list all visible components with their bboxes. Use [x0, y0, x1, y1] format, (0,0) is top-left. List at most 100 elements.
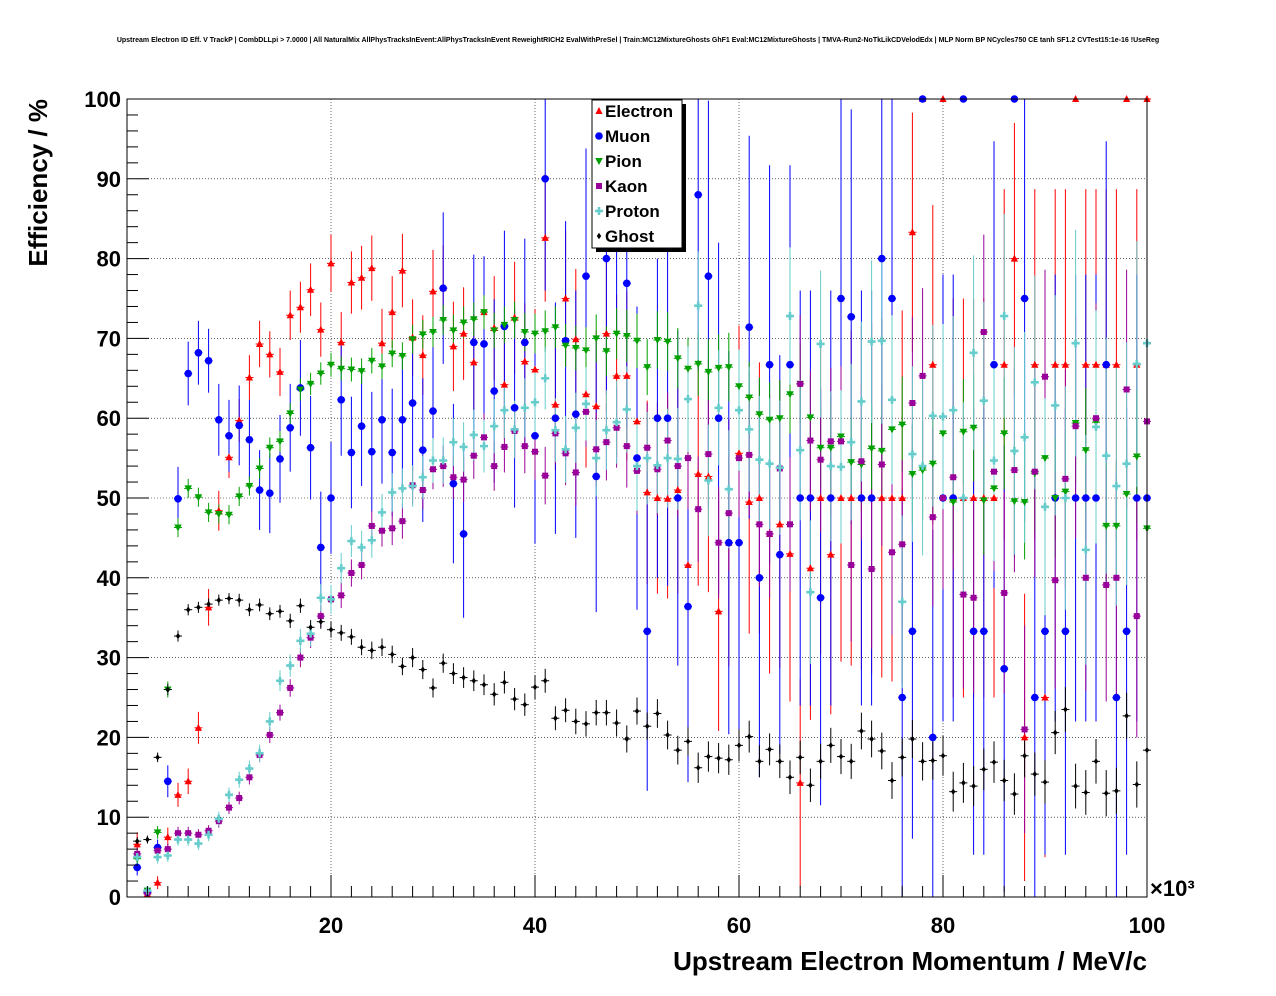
point-muon [827, 494, 835, 502]
point-muon [847, 313, 855, 321]
point-pion [1041, 455, 1049, 463]
point-pion [153, 829, 162, 837]
point-electron [388, 308, 396, 316]
point-ghost [859, 727, 864, 735]
point-proton [643, 454, 652, 463]
point-pion [378, 363, 386, 371]
point-electron [817, 494, 825, 501]
point-kaon [960, 591, 967, 598]
point-pion [1010, 498, 1019, 506]
point-muon [225, 431, 233, 440]
point-kaon [1042, 373, 1048, 380]
point-electron [398, 266, 406, 274]
point-ghost [1104, 790, 1109, 797]
point-electron [1092, 360, 1100, 368]
point-muon [429, 407, 437, 415]
point-muon [867, 494, 876, 502]
point-kaon [664, 437, 671, 444]
legend-marker-muon [595, 132, 603, 140]
point-kaon [501, 443, 508, 450]
point-proton [296, 636, 305, 645]
point-proton [612, 418, 621, 427]
point-ghost [420, 666, 425, 673]
point-ghost [910, 735, 915, 743]
point-ghost [1012, 790, 1017, 798]
point-kaon [674, 463, 681, 470]
point-proton [949, 406, 958, 415]
point-ghost [726, 756, 731, 763]
point-electron [358, 273, 366, 281]
point-ghost [1124, 712, 1129, 720]
point-ghost [614, 719, 619, 727]
point-ghost [675, 746, 680, 754]
y-tick-label-6: 60 [97, 406, 121, 431]
point-pion [888, 426, 896, 434]
point-muon [490, 387, 499, 395]
point-muon [439, 284, 448, 292]
point-kaon [634, 467, 640, 474]
point-ghost [532, 683, 538, 691]
point-electron [1041, 693, 1049, 701]
point-pion [194, 494, 203, 502]
point-pion [490, 327, 498, 335]
point-electron [715, 607, 723, 615]
point-pion [306, 380, 315, 388]
legend-marker-proton [595, 207, 603, 215]
point-ghost [573, 718, 578, 725]
point-electron [1082, 360, 1090, 368]
x-tick-label-3: 80 [931, 913, 955, 938]
point-proton [551, 426, 560, 435]
point-muon [398, 415, 407, 424]
point-muon [510, 404, 519, 412]
legend-label-muon: Muon [605, 127, 650, 146]
point-ghost [410, 654, 415, 661]
point-electron [1021, 733, 1029, 741]
point-pion [1133, 453, 1141, 461]
point-pion [215, 510, 223, 518]
point-ghost [359, 644, 364, 651]
point-pion [296, 386, 305, 394]
point-muon [470, 338, 478, 347]
point-ghost [920, 758, 925, 765]
point-kaon [940, 495, 946, 501]
point-proton [755, 455, 764, 464]
point-electron [1000, 360, 1008, 368]
point-proton [1000, 312, 1009, 321]
point-proton [347, 537, 356, 546]
point-kaon [736, 455, 742, 462]
point-electron [694, 470, 702, 478]
point-pion [276, 438, 284, 446]
chart-title: Upstream Electron ID Eff. V TrackP | Com… [117, 37, 1159, 44]
point-proton [398, 484, 407, 493]
point-proton [449, 438, 458, 447]
point-kaon [1123, 386, 1130, 393]
point-pion [1122, 491, 1131, 499]
point-muon [194, 348, 203, 357]
point-ghost [900, 754, 905, 761]
point-electron [225, 453, 233, 461]
point-muon [327, 494, 335, 502]
point-proton [1020, 433, 1029, 442]
point-ghost [604, 709, 609, 716]
point-kaon [185, 830, 192, 837]
point-kaon [980, 329, 987, 336]
point-pion [765, 416, 774, 424]
point-electron [337, 338, 345, 346]
point-ghost [1002, 777, 1007, 784]
point-proton [969, 348, 978, 357]
point-muon [1061, 627, 1070, 636]
point-proton [602, 426, 611, 435]
point-kaon [1072, 423, 1079, 430]
point-kaon [1011, 467, 1018, 474]
point-ghost [563, 707, 568, 714]
point-proton [877, 336, 886, 345]
point-ghost [655, 710, 660, 717]
point-kaon [287, 684, 294, 691]
point-pion [521, 329, 529, 337]
point-kaon [266, 732, 273, 739]
point-kaon [175, 830, 181, 837]
point-proton [490, 422, 499, 431]
point-muon [623, 279, 631, 288]
point-proton [745, 425, 754, 434]
point-muon [174, 494, 182, 503]
